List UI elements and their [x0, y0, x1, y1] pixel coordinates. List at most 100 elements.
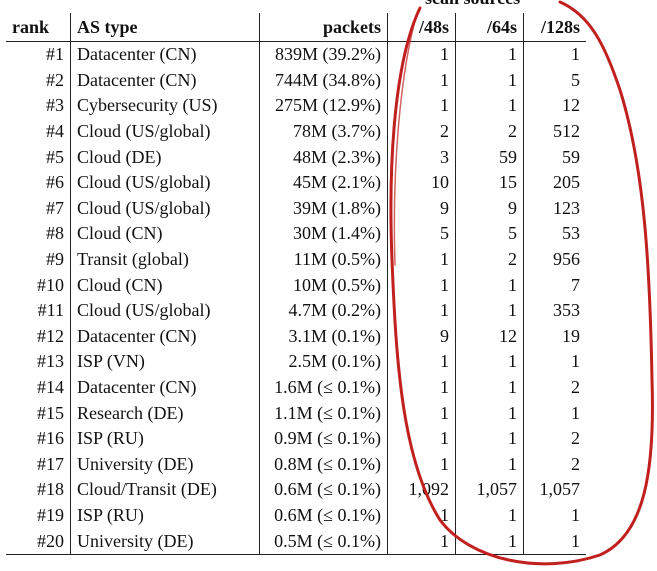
cell-rank: #9: [46, 249, 64, 270]
cell-64s: 2: [455, 246, 524, 273]
cell-128s: 2: [523, 425, 586, 452]
cell-48s: 1: [387, 246, 456, 273]
cell-48s: 1: [387, 528, 456, 555]
cell-as-type: ISP (RU): [70, 502, 260, 529]
cell-rank: #17: [37, 453, 64, 474]
cell-packets: 4.7M (0.2%): [259, 297, 388, 324]
cell-48s: 1: [387, 374, 456, 401]
cell-64s: 1: [455, 528, 524, 555]
cell-48s: 1: [387, 425, 456, 452]
cell-48s: 9: [387, 195, 456, 222]
cell-rank: #1: [46, 44, 64, 65]
cell-packets: 78M (3.7%): [259, 118, 388, 145]
col-as-type: AS type: [70, 13, 260, 42]
cell-128s: 1: [523, 400, 586, 426]
cell-128s: 956: [523, 246, 586, 273]
table-row: #12 Datacenter (CN) 3.1M (0.1%) 9 12 19: [6, 323, 586, 350]
cell-as-type: Cloud (DE): [70, 144, 260, 170]
cell-64s: 5: [455, 221, 524, 247]
red-oval-stroke-inner: [393, 9, 419, 266]
cell-128s: 512: [523, 118, 586, 145]
cell-packets: 839M (39.2%): [259, 41, 388, 68]
cell-48s: 3: [387, 144, 456, 170]
table-row: #19 ISP (RU) 0.6M (≤ 0.1%) 1 1 1: [6, 502, 586, 529]
table-row: #13 ISP (VN) 2.5M (0.1%) 1 1 1: [6, 349, 586, 375]
cell-64s: 1: [455, 349, 524, 375]
table-row: #3 Cybersecurity (US) 275M (12.9%) 1 1 12: [6, 93, 586, 119]
table-row: #4 Cloud (US/global) 78M (3.7%) 2 2 512: [6, 118, 586, 145]
cell-rank: #20: [6, 528, 71, 555]
cell-packets: 39M (1.8%): [259, 195, 388, 222]
cell-64s: 1,057: [455, 477, 524, 503]
table-row: #10 Cloud (CN) 10M (0.5%) 1 1 7: [6, 272, 586, 298]
table-row: #20 University (DE) 0.5M (≤ 0.1%) 1 1 1: [6, 528, 586, 555]
cell-64s: 1: [455, 93, 524, 119]
cell-128s: 19: [523, 323, 586, 350]
cell-as-type: Cloud (US/global): [70, 118, 260, 145]
cell-packets: 275M (12.9%): [259, 93, 388, 119]
cell-128s: 1: [523, 528, 586, 555]
cell-128s: 353: [523, 297, 586, 324]
cell-128s: 2: [523, 451, 586, 478]
cell-64s: 1: [455, 400, 524, 426]
cell-rank: #10: [37, 274, 64, 295]
cell-64s: 2: [455, 118, 524, 145]
cell-128s: 1: [523, 502, 586, 529]
cell-48s: 1: [387, 451, 456, 478]
cell-rank: #14: [37, 377, 64, 398]
cell-rank: #15: [37, 402, 64, 423]
cell-64s: 1: [455, 451, 524, 478]
cell-64s: 1: [455, 67, 524, 94]
table-row: #7 Cloud (US/global) 39M (1.8%) 9 9 123: [6, 195, 586, 222]
cell-packets: 0.9M (≤ 0.1%): [259, 425, 388, 452]
cell-rank: #13: [37, 351, 64, 372]
cell-packets: 45M (2.1%): [259, 169, 388, 196]
table-row: #9 Transit (global) 11M (0.5%) 1 2 956: [6, 246, 586, 273]
cell-as-type: Cloud (US/global): [70, 297, 260, 324]
cell-48s: 5: [387, 221, 456, 247]
cell-rank: #2: [46, 69, 64, 90]
cell-as-type: Cloud (US/global): [70, 169, 260, 196]
cell-rank: #7: [46, 197, 64, 218]
cell-rank: #8: [46, 223, 64, 244]
cell-rank: #18: [37, 479, 64, 500]
cell-48s: 1: [387, 41, 456, 68]
cell-packets: 0.8M (≤ 0.1%): [259, 451, 388, 478]
col-packets: packets: [259, 13, 388, 42]
table-row: #17 University (DE) 0.8M (≤ 0.1%) 1 1 2: [6, 451, 586, 478]
cell-128s: 205: [523, 169, 586, 196]
table-row: #1 Datacenter (CN) 839M (39.2%) 1 1 1: [6, 41, 586, 68]
cell-packets: 30M (1.4%): [259, 221, 388, 247]
cell-packets: 11M (0.5%): [259, 246, 388, 273]
table-row: #18 Cloud/Transit (DE) 0.6M (≤ 0.1%) 1,092 1…: [6, 477, 586, 503]
cell-as-type: Datacenter (CN): [70, 67, 260, 94]
cell-as-type: Research (DE): [70, 400, 260, 426]
cell-128s: 1: [523, 349, 586, 375]
cell-packets: 48M (2.3%): [259, 144, 388, 170]
cell-64s: 1: [455, 374, 524, 401]
table-row: #11 Cloud (US/global) 4.7M (0.2%) 1 1 353: [6, 297, 586, 324]
cell-packets: 10M (0.5%): [259, 272, 388, 298]
cell-packets: 0.6M (≤ 0.1%): [259, 477, 388, 503]
cell-128s: 7: [523, 272, 586, 298]
cell-packets: 3.1M (0.1%): [259, 323, 388, 350]
cell-as-type: Cloud (US/global): [70, 195, 260, 222]
cell-48s: 1: [387, 400, 456, 426]
cell-packets: 1.6M (≤ 0.1%): [259, 374, 388, 401]
table-row: #14 Datacenter (CN) 1.6M (≤ 0.1%) 1 1 2: [6, 374, 586, 401]
cell-128s: 123: [523, 195, 586, 222]
cell-48s: 9: [387, 323, 456, 350]
cell-as-type: Datacenter (CN): [70, 323, 260, 350]
cell-48s: 10: [387, 169, 456, 196]
cell-as-type: University (DE): [70, 451, 260, 478]
cell-64s: 1: [455, 425, 524, 452]
cell-as-type: ISP (VN): [70, 349, 260, 375]
cell-128s: 5: [523, 67, 586, 94]
cell-rank: #4: [46, 121, 64, 142]
cell-as-type: Cloud (CN): [70, 221, 260, 247]
cell-rank: #16: [37, 428, 64, 449]
cell-64s: 59: [455, 144, 524, 170]
col-64s: /64s: [455, 13, 524, 42]
